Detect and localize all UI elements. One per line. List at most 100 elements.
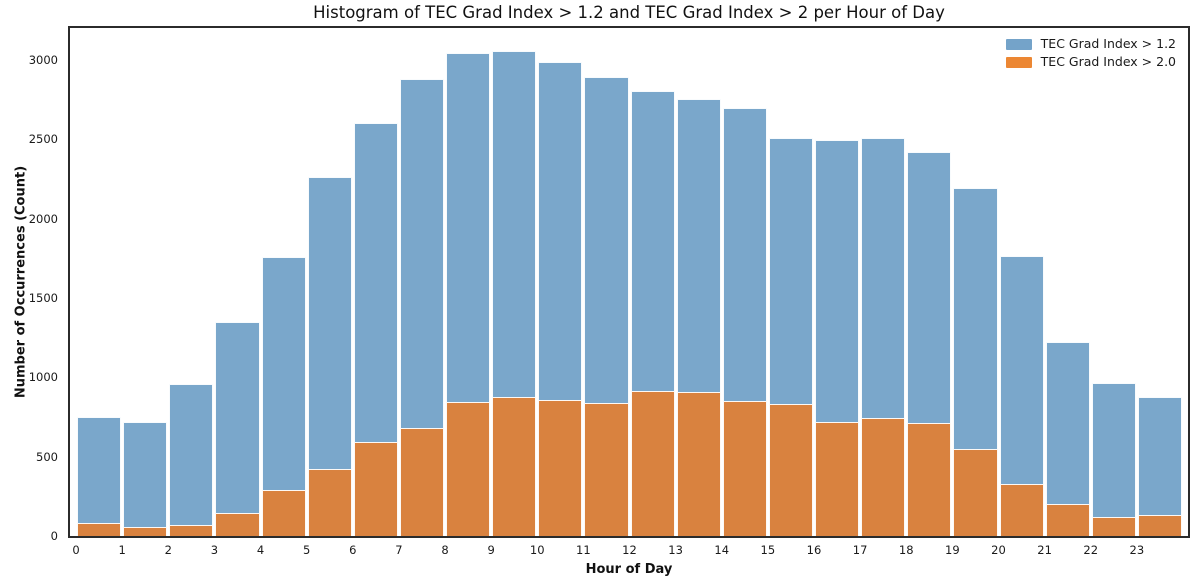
bar-hour-8-gt2p0	[446, 401, 491, 536]
x-tick-label-22: 22	[1083, 543, 1099, 557]
y-tick-label-1000: 1000	[28, 370, 58, 385]
bar-group-hour-10	[537, 28, 583, 536]
bar-hour-16-gt2p0	[815, 421, 860, 536]
bar-hour-2-gt1p2	[169, 383, 214, 536]
bar-hour-17-gt2p0	[861, 417, 906, 536]
bar-group-hour-8	[445, 28, 491, 536]
bar-hour-5-gt2p0	[307, 468, 352, 536]
bar-group-hour-16	[814, 28, 860, 536]
x-tick-label-9: 9	[487, 543, 495, 557]
bar-hour-4-gt2p0	[261, 489, 306, 536]
x-tick-label-7: 7	[395, 543, 403, 557]
x-tick-label-19: 19	[945, 543, 960, 557]
bar-hour-3-gt2p0	[215, 512, 260, 536]
bar-hour-22-gt2p0	[1091, 516, 1136, 536]
bar-group-hour-17	[860, 28, 906, 536]
bar-group-hour-5	[307, 28, 353, 536]
bar-group-hour-19	[952, 28, 998, 536]
y-tick-label-2000: 2000	[28, 211, 58, 226]
bar-group-hour-12	[630, 28, 676, 536]
bar-hour-2-gt2p0	[169, 524, 214, 536]
bar-group-hour-18	[906, 28, 952, 536]
x-tick-label-12: 12	[622, 543, 637, 557]
bar-hour-21-gt1p2	[1045, 342, 1090, 536]
x-tick-label-16: 16	[806, 543, 822, 557]
bar-group-hour-9	[491, 28, 537, 536]
x-tick-label-15: 15	[760, 543, 776, 557]
legend-swatch-orange-icon	[1005, 56, 1032, 68]
bar-hour-23-gt2p0	[1137, 515, 1182, 536]
bar-group-hour-23	[1137, 28, 1183, 536]
bar-group-hour-13	[676, 28, 722, 536]
bar-group-hour-6	[353, 28, 399, 536]
bar-hour-13-gt2p0	[676, 392, 721, 536]
bar-hour-15-gt2p0	[768, 404, 813, 536]
bar-hour-11-gt2p0	[584, 402, 629, 536]
bar-hour-19-gt2p0	[953, 449, 998, 536]
bar-group-hour-14	[722, 28, 768, 536]
bar-group-hour-11	[583, 28, 629, 536]
bar-hour-1-gt1p2	[123, 421, 168, 536]
y-tick-label-3000: 3000	[28, 52, 58, 67]
bar-hour-0-gt2p0	[77, 523, 122, 536]
bar-group-hour-1	[122, 28, 168, 536]
plot-area: TEC Grad Index > 1.2 TEC Grad Index > 2.…	[68, 26, 1190, 538]
legend: TEC Grad Index > 1.2 TEC Grad Index > 2.…	[1005, 36, 1176, 69]
x-tick-label-13: 13	[668, 543, 683, 557]
y-tick-label-500: 500	[36, 449, 58, 464]
bar-group-hour-4	[261, 28, 307, 536]
legend-item-gt1p2: TEC Grad Index > 1.2	[1005, 36, 1176, 51]
bar-hour-3-gt1p2	[215, 321, 260, 536]
x-tick-label-1: 1	[118, 543, 126, 557]
x-tick-label-8: 8	[441, 543, 449, 557]
bar-group-hour-2	[168, 28, 214, 536]
bar-group-hour-22	[1091, 28, 1137, 536]
legend-swatch-blue-icon	[1005, 38, 1032, 50]
y-tick-label-2500: 2500	[28, 132, 58, 147]
x-tick-label-21: 21	[1037, 543, 1052, 557]
bar-hour-23-gt1p2	[1137, 397, 1182, 536]
x-tick-label-0: 0	[72, 543, 80, 557]
bar-hour-21-gt2p0	[1045, 504, 1090, 536]
y-tick-label-0: 0	[50, 529, 58, 543]
x-axis-label: Hour of Day	[585, 562, 673, 577]
bar-hour-7-gt2p0	[399, 428, 444, 536]
bar-hour-9-gt2p0	[492, 397, 537, 536]
bar-group-hour-0	[76, 28, 122, 536]
bar-hour-4-gt1p2	[261, 256, 306, 536]
bar-group-hour-15	[768, 28, 814, 536]
x-tick-label-23: 23	[1129, 543, 1145, 557]
bar-group-hour-21	[1045, 28, 1091, 536]
x-tick-label-20: 20	[991, 543, 1006, 557]
y-axis-label: Number of Occurrences (Count)	[13, 165, 29, 399]
bar-group-hour-3	[214, 28, 260, 536]
legend-item-gt2p0: TEC Grad Index > 2.0	[1005, 54, 1176, 69]
x-tick-label-4: 4	[256, 543, 265, 557]
x-tick-label-5: 5	[302, 543, 311, 557]
x-tick-label-14: 14	[714, 543, 730, 557]
bar-group-hour-7	[399, 28, 445, 536]
bar-hour-6-gt2p0	[353, 441, 398, 536]
bar-hour-20-gt2p0	[999, 483, 1044, 536]
x-tick-label-18: 18	[898, 543, 914, 557]
bars-container	[76, 28, 1183, 536]
x-tick-label-3: 3	[210, 543, 219, 557]
bar-hour-10-gt2p0	[538, 400, 583, 536]
x-tick-label-11: 11	[576, 543, 591, 557]
bar-hour-1-gt2p0	[123, 527, 168, 536]
bar-hour-18-gt2p0	[907, 422, 952, 536]
bar-hour-22-gt1p2	[1091, 382, 1136, 536]
x-tick-label-6: 6	[349, 543, 357, 557]
legend-label-gt1p2: TEC Grad Index > 1.2	[1040, 36, 1176, 51]
bar-hour-12-gt2p0	[630, 390, 675, 536]
x-tick-label-17: 17	[852, 543, 868, 557]
x-tick-label-10: 10	[529, 543, 545, 557]
x-axis-ticks: 0 1 2 3 4 5 6 7 8 9 10 11 12 13 14 15 16 17 18 19 20 21 22 23	[72, 542, 1183, 558]
chart-title: Histogram of TEC Grad Index > 1.2 and TE…	[313, 3, 945, 22]
legend-label-gt2p0: TEC Grad Index > 2.0	[1040, 54, 1176, 69]
bar-group-hour-20	[999, 28, 1045, 536]
bar-hour-14-gt2p0	[722, 401, 767, 536]
x-tick-label-2: 2	[164, 543, 172, 557]
bar-hour-0-gt1p2	[77, 416, 122, 536]
